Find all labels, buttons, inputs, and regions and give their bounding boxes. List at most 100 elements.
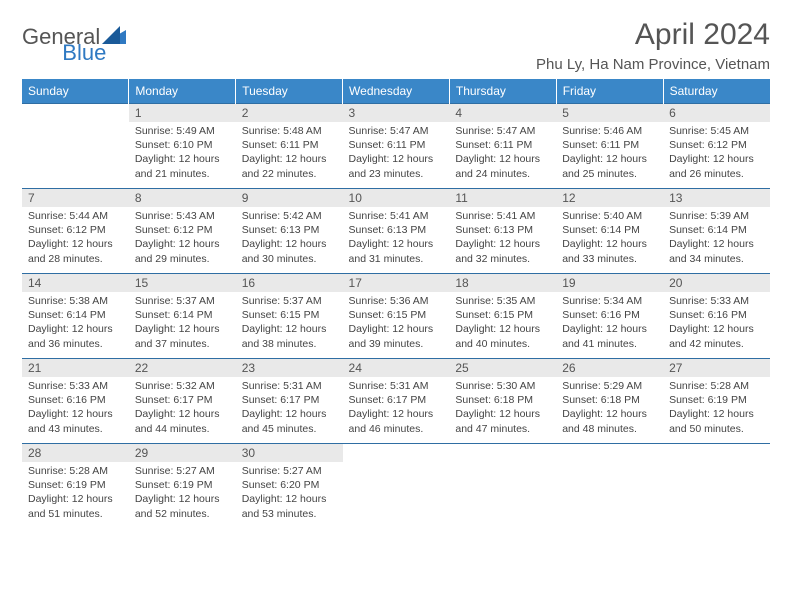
- calendar-header-row: SundayMondayTuesdayWednesdayThursdayFrid…: [22, 79, 770, 104]
- day-detail: Sunrise: 5:43 AMSunset: 6:12 PMDaylight:…: [129, 207, 236, 270]
- calendar-day-cell: 1Sunrise: 5:49 AMSunset: 6:10 PMDaylight…: [129, 104, 236, 189]
- weekday-header: Friday: [556, 79, 663, 104]
- calendar-day-cell: 26Sunrise: 5:29 AMSunset: 6:18 PMDayligh…: [556, 359, 663, 444]
- day-number: 27: [663, 359, 770, 377]
- calendar-day-cell: 5Sunrise: 5:46 AMSunset: 6:11 PMDaylight…: [556, 104, 663, 189]
- day-number: 17: [343, 274, 450, 292]
- title-block: April 2024 Phu Ly, Ha Nam Province, Viet…: [536, 18, 770, 73]
- day-detail: Sunrise: 5:28 AMSunset: 6:19 PMDaylight:…: [663, 377, 770, 440]
- calendar-body: 1Sunrise: 5:49 AMSunset: 6:10 PMDaylight…: [22, 104, 770, 529]
- day-number: 6: [663, 104, 770, 122]
- calendar-week-row: 14Sunrise: 5:38 AMSunset: 6:14 PMDayligh…: [22, 274, 770, 359]
- day-detail: Sunrise: 5:45 AMSunset: 6:12 PMDaylight:…: [663, 122, 770, 185]
- calendar-day-cell: 7Sunrise: 5:44 AMSunset: 6:12 PMDaylight…: [22, 189, 129, 274]
- calendar-day-cell: 21Sunrise: 5:33 AMSunset: 6:16 PMDayligh…: [22, 359, 129, 444]
- calendar-day-cell: 8Sunrise: 5:43 AMSunset: 6:12 PMDaylight…: [129, 189, 236, 274]
- day-number: 14: [22, 274, 129, 292]
- day-detail: Sunrise: 5:44 AMSunset: 6:12 PMDaylight:…: [22, 207, 129, 270]
- day-number: 16: [236, 274, 343, 292]
- calendar-day-cell: 14Sunrise: 5:38 AMSunset: 6:14 PMDayligh…: [22, 274, 129, 359]
- day-detail: Sunrise: 5:28 AMSunset: 6:19 PMDaylight:…: [22, 462, 129, 525]
- day-detail: Sunrise: 5:41 AMSunset: 6:13 PMDaylight:…: [449, 207, 556, 270]
- day-detail: Sunrise: 5:46 AMSunset: 6:11 PMDaylight:…: [556, 122, 663, 185]
- day-number: 23: [236, 359, 343, 377]
- day-detail: Sunrise: 5:34 AMSunset: 6:16 PMDaylight:…: [556, 292, 663, 355]
- day-detail: Sunrise: 5:40 AMSunset: 6:14 PMDaylight:…: [556, 207, 663, 270]
- day-detail: Sunrise: 5:33 AMSunset: 6:16 PMDaylight:…: [663, 292, 770, 355]
- calendar-day-cell: 23Sunrise: 5:31 AMSunset: 6:17 PMDayligh…: [236, 359, 343, 444]
- brand-name-2: Blue: [62, 40, 106, 66]
- page-title: April 2024: [536, 18, 770, 52]
- day-detail: Sunrise: 5:27 AMSunset: 6:20 PMDaylight:…: [236, 462, 343, 525]
- day-number: 3: [343, 104, 450, 122]
- brand-logo: General Blue: [22, 18, 174, 50]
- day-number: 28: [22, 444, 129, 462]
- weekday-header: Thursday: [449, 79, 556, 104]
- day-detail: Sunrise: 5:31 AMSunset: 6:17 PMDaylight:…: [236, 377, 343, 440]
- calendar-day-cell: 16Sunrise: 5:37 AMSunset: 6:15 PMDayligh…: [236, 274, 343, 359]
- calendar-day-cell: 20Sunrise: 5:33 AMSunset: 6:16 PMDayligh…: [663, 274, 770, 359]
- calendar-day-cell: [556, 444, 663, 529]
- day-detail: Sunrise: 5:41 AMSunset: 6:13 PMDaylight:…: [343, 207, 450, 270]
- calendar-day-cell: 18Sunrise: 5:35 AMSunset: 6:15 PMDayligh…: [449, 274, 556, 359]
- day-detail: Sunrise: 5:47 AMSunset: 6:11 PMDaylight:…: [343, 122, 450, 185]
- calendar-day-cell: 11Sunrise: 5:41 AMSunset: 6:13 PMDayligh…: [449, 189, 556, 274]
- day-number: 8: [129, 189, 236, 207]
- day-number: 29: [129, 444, 236, 462]
- calendar-day-cell: [663, 444, 770, 529]
- calendar-day-cell: [449, 444, 556, 529]
- calendar-day-cell: 12Sunrise: 5:40 AMSunset: 6:14 PMDayligh…: [556, 189, 663, 274]
- day-number: 4: [449, 104, 556, 122]
- calendar-day-cell: 28Sunrise: 5:28 AMSunset: 6:19 PMDayligh…: [22, 444, 129, 529]
- day-detail: Sunrise: 5:37 AMSunset: 6:14 PMDaylight:…: [129, 292, 236, 355]
- page-header: General Blue April 2024 Phu Ly, Ha Nam P…: [22, 18, 770, 73]
- calendar-day-cell: 3Sunrise: 5:47 AMSunset: 6:11 PMDaylight…: [343, 104, 450, 189]
- calendar-day-cell: 29Sunrise: 5:27 AMSunset: 6:19 PMDayligh…: [129, 444, 236, 529]
- calendar-day-cell: 27Sunrise: 5:28 AMSunset: 6:19 PMDayligh…: [663, 359, 770, 444]
- calendar-week-row: 21Sunrise: 5:33 AMSunset: 6:16 PMDayligh…: [22, 359, 770, 444]
- day-detail: Sunrise: 5:31 AMSunset: 6:17 PMDaylight:…: [343, 377, 450, 440]
- calendar-week-row: 1Sunrise: 5:49 AMSunset: 6:10 PMDaylight…: [22, 104, 770, 189]
- day-number: 25: [449, 359, 556, 377]
- calendar-day-cell: 30Sunrise: 5:27 AMSunset: 6:20 PMDayligh…: [236, 444, 343, 529]
- day-number: 11: [449, 189, 556, 207]
- day-detail: Sunrise: 5:27 AMSunset: 6:19 PMDaylight:…: [129, 462, 236, 525]
- calendar-day-cell: 19Sunrise: 5:34 AMSunset: 6:16 PMDayligh…: [556, 274, 663, 359]
- day-detail: Sunrise: 5:33 AMSunset: 6:16 PMDaylight:…: [22, 377, 129, 440]
- calendar-day-cell: 13Sunrise: 5:39 AMSunset: 6:14 PMDayligh…: [663, 189, 770, 274]
- day-detail: Sunrise: 5:42 AMSunset: 6:13 PMDaylight:…: [236, 207, 343, 270]
- weekday-header: Wednesday: [343, 79, 450, 104]
- day-number: 26: [556, 359, 663, 377]
- day-detail: Sunrise: 5:47 AMSunset: 6:11 PMDaylight:…: [449, 122, 556, 185]
- calendar-day-cell: 10Sunrise: 5:41 AMSunset: 6:13 PMDayligh…: [343, 189, 450, 274]
- weekday-header: Sunday: [22, 79, 129, 104]
- day-detail: Sunrise: 5:39 AMSunset: 6:14 PMDaylight:…: [663, 207, 770, 270]
- day-number: 19: [556, 274, 663, 292]
- day-detail: Sunrise: 5:38 AMSunset: 6:14 PMDaylight:…: [22, 292, 129, 355]
- day-number: 1: [129, 104, 236, 122]
- calendar-week-row: 28Sunrise: 5:28 AMSunset: 6:19 PMDayligh…: [22, 444, 770, 529]
- day-detail: Sunrise: 5:32 AMSunset: 6:17 PMDaylight:…: [129, 377, 236, 440]
- day-number: 30: [236, 444, 343, 462]
- calendar-table: SundayMondayTuesdayWednesdayThursdayFrid…: [22, 79, 770, 529]
- day-number: 5: [556, 104, 663, 122]
- location-text: Phu Ly, Ha Nam Province, Vietnam: [536, 56, 770, 73]
- day-number: 21: [22, 359, 129, 377]
- day-detail: Sunrise: 5:36 AMSunset: 6:15 PMDaylight:…: [343, 292, 450, 355]
- day-number: 10: [343, 189, 450, 207]
- day-detail: Sunrise: 5:35 AMSunset: 6:15 PMDaylight:…: [449, 292, 556, 355]
- calendar-day-cell: 6Sunrise: 5:45 AMSunset: 6:12 PMDaylight…: [663, 104, 770, 189]
- calendar-week-row: 7Sunrise: 5:44 AMSunset: 6:12 PMDaylight…: [22, 189, 770, 274]
- day-number: 2: [236, 104, 343, 122]
- day-number: 22: [129, 359, 236, 377]
- day-detail: Sunrise: 5:29 AMSunset: 6:18 PMDaylight:…: [556, 377, 663, 440]
- calendar-day-cell: 22Sunrise: 5:32 AMSunset: 6:17 PMDayligh…: [129, 359, 236, 444]
- day-number: 12: [556, 189, 663, 207]
- calendar-day-cell: [343, 444, 450, 529]
- day-detail: Sunrise: 5:49 AMSunset: 6:10 PMDaylight:…: [129, 122, 236, 185]
- calendar-day-cell: 24Sunrise: 5:31 AMSunset: 6:17 PMDayligh…: [343, 359, 450, 444]
- weekday-header: Saturday: [663, 79, 770, 104]
- day-number: 9: [236, 189, 343, 207]
- weekday-header: Monday: [129, 79, 236, 104]
- day-number: 13: [663, 189, 770, 207]
